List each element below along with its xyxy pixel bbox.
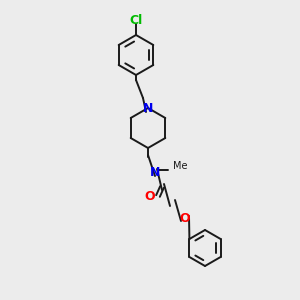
Text: N: N bbox=[150, 166, 160, 178]
Text: Me: Me bbox=[173, 161, 188, 171]
Text: N: N bbox=[143, 101, 153, 115]
Text: Cl: Cl bbox=[129, 14, 142, 26]
Text: O: O bbox=[180, 212, 190, 224]
Text: O: O bbox=[145, 190, 155, 202]
